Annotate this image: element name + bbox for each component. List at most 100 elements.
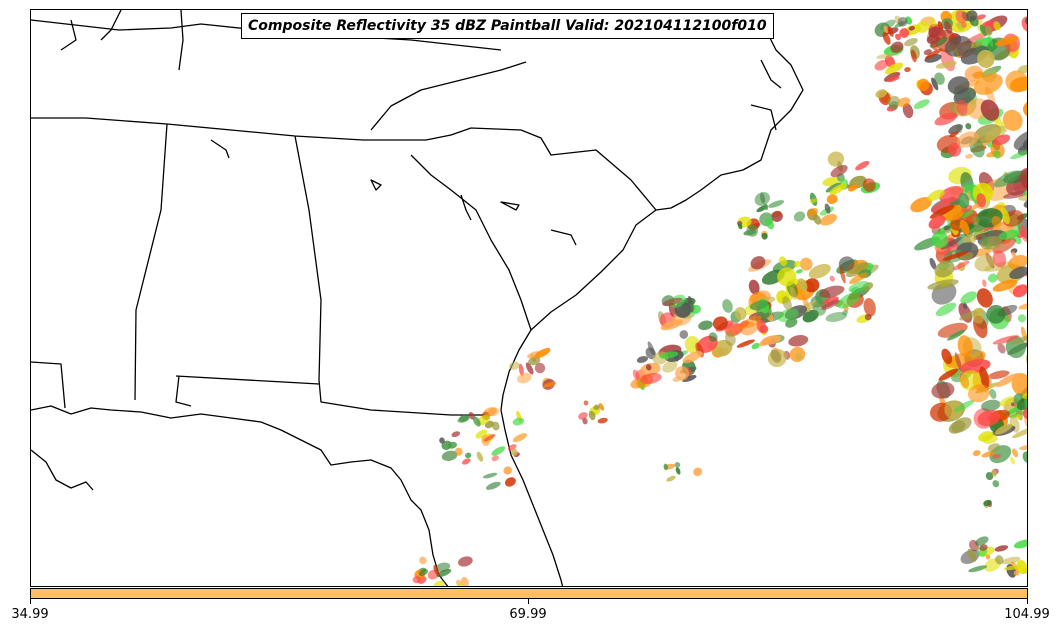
- echo-blob: [436, 569, 452, 578]
- echo-blob: [799, 257, 813, 271]
- echo-blob: [503, 466, 512, 475]
- echo-blob: [782, 296, 792, 311]
- echo-blob: [887, 26, 894, 37]
- echo-blob: [927, 189, 945, 202]
- echo-blob: [862, 178, 876, 192]
- echo-blob: [1011, 448, 1019, 458]
- echo-blob: [837, 292, 861, 309]
- colorbar-tick-label-min: 34.99: [11, 607, 49, 622]
- echo-blob: [675, 366, 690, 381]
- echo-blob: [829, 275, 835, 282]
- echo-blob: [748, 279, 760, 295]
- echo-blob: [1009, 266, 1027, 280]
- echo-blob: [1000, 207, 1010, 225]
- echo-blob: [842, 310, 848, 316]
- echo-blob: [980, 233, 988, 245]
- echo-blob: [640, 372, 662, 385]
- echo-blob: [963, 234, 977, 245]
- echo-blob: [485, 481, 501, 490]
- echo-blob: [944, 400, 963, 420]
- echo-blob: [698, 320, 713, 331]
- echo-blob: [967, 548, 977, 562]
- echo-blob: [992, 335, 1020, 345]
- echo-blob: [992, 237, 1016, 254]
- echo-blob: [1009, 76, 1027, 92]
- echo-blob: [785, 318, 798, 328]
- echo-blob: [973, 71, 984, 80]
- colorbar-tick-label-mid: 69.99: [509, 607, 547, 622]
- echo-blob: [734, 307, 747, 321]
- echo-blob: [645, 364, 652, 371]
- echo-blob: [910, 49, 917, 63]
- echo-blob: [988, 370, 1010, 380]
- echo-blob: [883, 25, 889, 34]
- echo-blob: [1027, 327, 1028, 349]
- echo-blob: [820, 213, 837, 226]
- echo-blob: [934, 72, 945, 85]
- echo-blob: [931, 200, 951, 213]
- echo-blob: [793, 211, 806, 222]
- echo-blob: [675, 467, 681, 475]
- echo-blob: [1023, 415, 1027, 430]
- echo-blob: [982, 279, 987, 288]
- echo-blob: [976, 288, 993, 308]
- echo-blob: [947, 142, 962, 157]
- echo-blob: [972, 310, 984, 324]
- echo-blob: [931, 381, 955, 399]
- echo-blob: [674, 461, 681, 468]
- echo-blob: [517, 372, 532, 384]
- echo-blob: [598, 403, 605, 411]
- echo-blob: [902, 103, 914, 119]
- echo-blob: [989, 388, 997, 399]
- echo-blob: [999, 396, 1015, 407]
- echo-blob: [876, 53, 894, 59]
- echo-blob: [1018, 224, 1027, 243]
- echo-blob: [992, 279, 1018, 292]
- echo-blob: [935, 302, 957, 317]
- echo-blob: [941, 348, 953, 365]
- echo-blob: [991, 216, 1002, 228]
- echo-blob: [995, 36, 1019, 46]
- echo-blob: [887, 76, 900, 83]
- echo-blob: [1021, 392, 1027, 400]
- echo-blob: [895, 33, 901, 41]
- echo-blob: [1008, 254, 1027, 270]
- echo-blob: [761, 335, 782, 345]
- echo-blob: [956, 99, 968, 116]
- echo-blob: [965, 123, 972, 130]
- echo-blob: [451, 431, 461, 438]
- echo-blob: [956, 131, 979, 148]
- echo-blob: [863, 297, 876, 317]
- echo-blob: [583, 400, 589, 406]
- echo-blob: [679, 330, 689, 339]
- echo-blob: [979, 366, 990, 389]
- echo-blob: [929, 204, 955, 219]
- echo-blob: [1003, 565, 1022, 571]
- echo-blob: [874, 59, 889, 71]
- echo-blob: [952, 260, 970, 271]
- echo-blob: [808, 263, 831, 279]
- echo-blob: [768, 200, 785, 208]
- echo-blob: [992, 480, 1000, 488]
- echo-blob: [483, 434, 496, 442]
- echo-blob: [976, 193, 986, 208]
- echo-blob: [750, 256, 766, 270]
- map-panel: [30, 9, 1028, 587]
- echo-blob: [965, 153, 974, 159]
- echo-blob: [983, 499, 992, 507]
- echo-blob: [993, 21, 1001, 31]
- echo-blob: [795, 352, 803, 360]
- echo-blob: [995, 373, 1019, 388]
- echo-blob: [737, 223, 743, 230]
- echo-blob: [1017, 314, 1027, 323]
- echo-blob: [951, 417, 972, 433]
- echo-blob: [708, 332, 718, 342]
- echo-blob: [992, 453, 1001, 459]
- echo-blob: [998, 229, 1021, 240]
- echo-blob: [593, 404, 600, 411]
- echo-blob: [491, 455, 499, 462]
- echo-blob: [882, 31, 891, 45]
- echo-blob: [736, 339, 755, 348]
- echo-blob: [492, 421, 500, 431]
- echo-blob: [1010, 151, 1027, 160]
